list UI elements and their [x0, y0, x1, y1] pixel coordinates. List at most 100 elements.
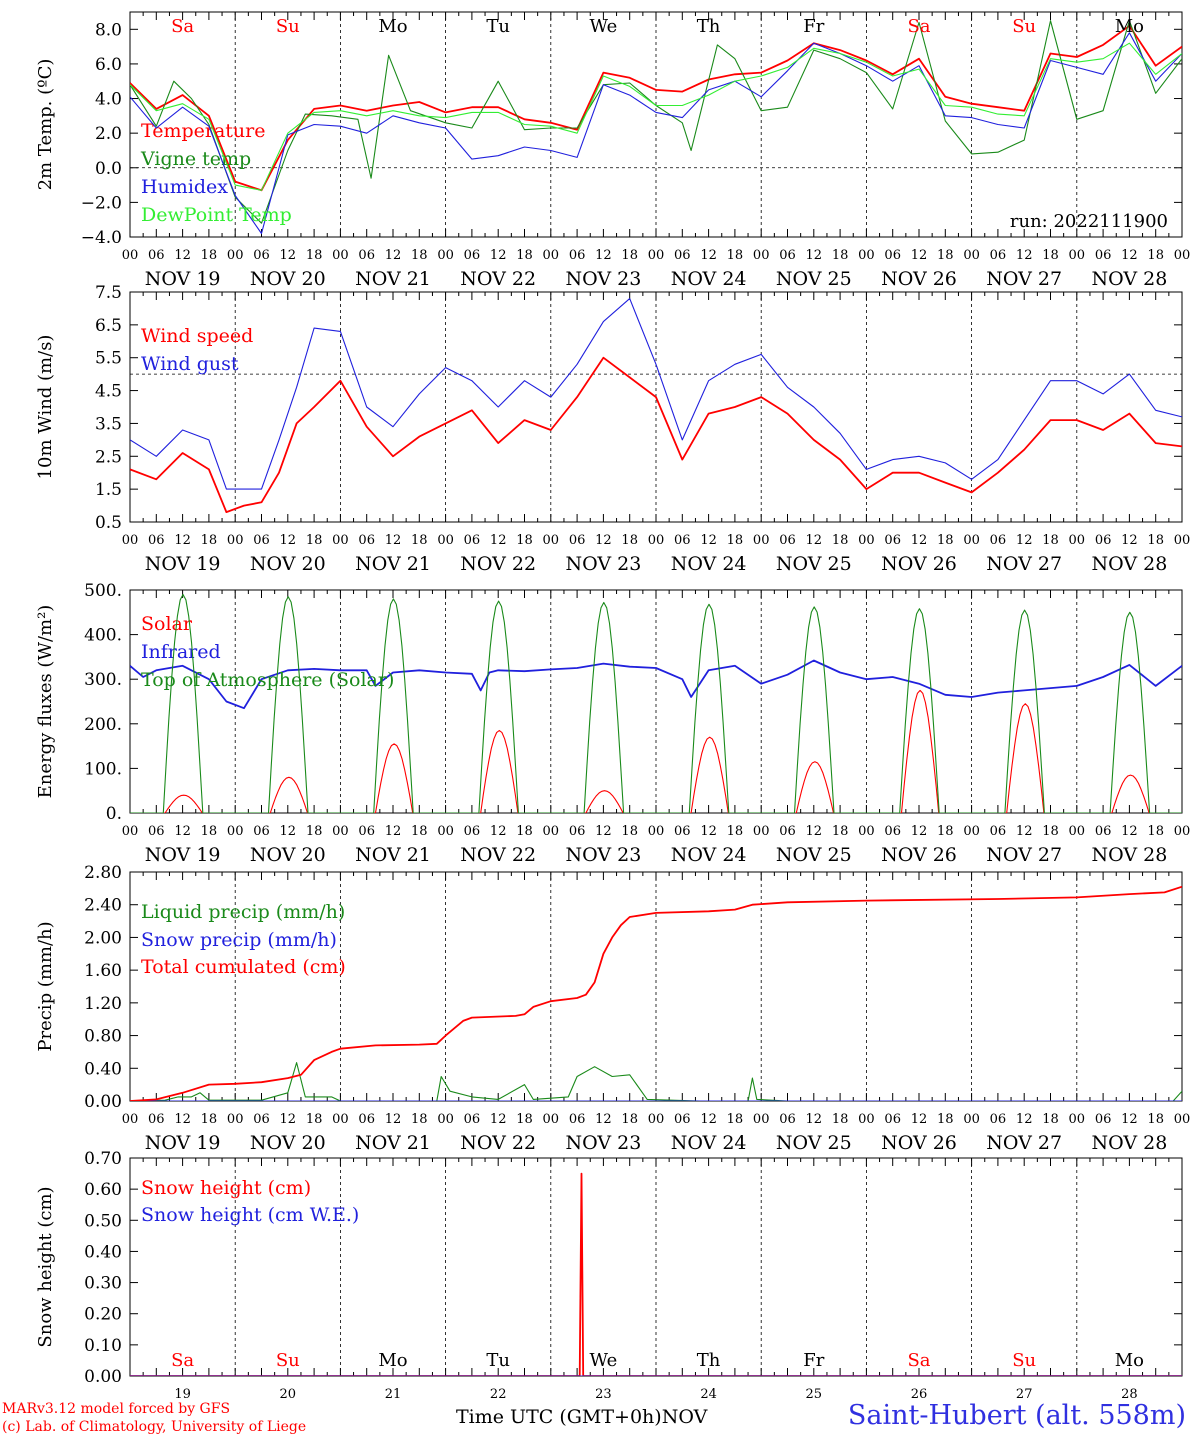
hour-tick-label: 18	[621, 1112, 638, 1127]
y-tick-label: 2.80	[84, 863, 122, 883]
hour-tick-label: 00	[332, 533, 349, 548]
hour-tick-label: 06	[990, 824, 1007, 839]
hour-tick-label: 18	[1042, 248, 1059, 263]
hour-tick-label: 00	[963, 533, 980, 548]
hour-tick-label: 00	[1174, 248, 1191, 263]
legend-entry: Liquid precip (mm/h)	[141, 901, 345, 923]
hour-tick-label: 00	[227, 248, 244, 263]
hour-tick-label: 18	[411, 533, 428, 548]
hour-tick-label: 00	[753, 824, 770, 839]
hour-tick-label: 12	[595, 248, 612, 263]
hour-tick-label: 12	[1121, 533, 1138, 548]
date-label: NOV 22	[460, 553, 536, 575]
hour-tick-label: 18	[516, 533, 533, 548]
hour-tick-label: 00	[1069, 1112, 1086, 1127]
hour-tick-label: 00	[753, 248, 770, 263]
series-line	[130, 1172, 1182, 1376]
y-axis-label: 2m Temp. (ºC)	[35, 59, 56, 191]
hour-tick-label: 06	[253, 533, 270, 548]
hour-tick-label: 12	[1016, 248, 1033, 263]
hour-tick-label: 00	[437, 1112, 454, 1127]
hour-tick-label: 00	[1069, 248, 1086, 263]
weekday-label: Sa	[171, 1350, 194, 1371]
hour-tick-label: 06	[990, 248, 1007, 263]
hour-tick-label: 12	[174, 824, 191, 839]
hour-tick-label: 06	[779, 533, 796, 548]
hour-tick-label: 00	[858, 533, 875, 548]
legend-entry: Solar	[141, 613, 193, 635]
hour-tick-label: 12	[1016, 1112, 1033, 1127]
hour-tick-label: 18	[621, 824, 638, 839]
panel-5: 0.00 0.10 0.20 0.30 0.40 0.50 0.60 0.70 Snow hei…	[35, 1149, 1183, 1402]
hour-tick-label: 12	[595, 1112, 612, 1127]
hour-tick-label: 06	[358, 1112, 375, 1127]
date-label: NOV 19	[145, 1132, 221, 1154]
y-tick-label: 1.20	[84, 994, 122, 1014]
hour-tick-label: 18	[1147, 533, 1164, 548]
hour-tick-label: 06	[884, 533, 901, 548]
date-label: NOV 19	[145, 844, 221, 866]
date-label: NOV 23	[565, 268, 641, 290]
panel-1: −4.0 −2.0 0.0 2.0 4.0 6.0 8.0 2m Temp. (ºC) Temp…	[35, 11, 1191, 290]
time-axis-label: Time UTC (GMT+0h)NOV	[456, 1406, 708, 1428]
hour-tick-label: 06	[779, 1112, 796, 1127]
hour-tick-label: 06	[674, 824, 691, 839]
y-tick-label: 0.80	[84, 1027, 122, 1047]
hour-tick-label: 12	[1121, 1112, 1138, 1127]
date-label: NOV 19	[145, 553, 221, 575]
hour-tick-label: 06	[674, 533, 691, 548]
hour-tick-label: 18	[306, 248, 323, 263]
hour-tick-label: 00	[122, 533, 139, 548]
hour-tick-label: 12	[911, 1112, 928, 1127]
hour-tick-label: 12	[1121, 824, 1138, 839]
date-label: NOV 25	[776, 844, 852, 866]
date-label: NOV 23	[565, 1132, 641, 1154]
series-line	[130, 298, 1182, 490]
weekday-label: We	[590, 1350, 618, 1371]
day-number-label: 26	[911, 1387, 928, 1402]
hour-tick-label: 18	[832, 248, 849, 263]
weekday-label: Tu	[486, 1350, 510, 1371]
hour-tick-label: 06	[569, 533, 586, 548]
y-tick-label: 0.50	[84, 1211, 122, 1231]
hour-tick-label: 18	[937, 533, 954, 548]
hour-tick-label: 18	[516, 824, 533, 839]
weekday-label: Th	[697, 16, 721, 37]
date-label: NOV 25	[776, 268, 852, 290]
hour-tick-label: 00	[1174, 824, 1191, 839]
hour-tick-label: 18	[306, 824, 323, 839]
hour-tick-label: 00	[753, 533, 770, 548]
series-line	[130, 885, 1182, 1101]
date-label: NOV 25	[776, 553, 852, 575]
date-label: NOV 26	[881, 268, 957, 290]
legend-entry: Wind gust	[141, 353, 239, 375]
hour-tick-label: 18	[411, 824, 428, 839]
hour-tick-label: 12	[700, 248, 717, 263]
y-tick-label: 0.30	[84, 1274, 122, 1294]
day-number-label: 20	[280, 1387, 297, 1402]
hour-tick-label: 18	[727, 533, 744, 548]
weekday-label: Mo	[1115, 1350, 1144, 1371]
hour-tick-label: 00	[332, 248, 349, 263]
hour-tick-label: 06	[1095, 248, 1112, 263]
hour-tick-label: 12	[490, 533, 507, 548]
weekday-label: Mo	[378, 1350, 407, 1371]
y-tick-label: 0.0	[95, 159, 122, 179]
y-axis-label: Energy fluxes (W/m²)	[35, 605, 56, 799]
y-tick-label: 0.20	[84, 1305, 122, 1325]
hour-tick-label: 06	[358, 533, 375, 548]
hour-tick-label: 06	[779, 248, 796, 263]
hour-tick-label: 00	[648, 248, 665, 263]
date-label: NOV 26	[881, 844, 957, 866]
hour-tick-label: 12	[1016, 824, 1033, 839]
weekday-label: We	[590, 16, 618, 37]
hour-tick-label: 00	[122, 824, 139, 839]
hour-tick-label: 00	[122, 1112, 139, 1127]
hour-tick-label: 00	[858, 248, 875, 263]
day-number-label: 28	[1121, 1387, 1138, 1402]
hour-tick-label: 00	[437, 533, 454, 548]
hour-tick-label: 12	[174, 248, 191, 263]
hour-tick-label: 12	[174, 533, 191, 548]
series-line	[130, 356, 1182, 513]
